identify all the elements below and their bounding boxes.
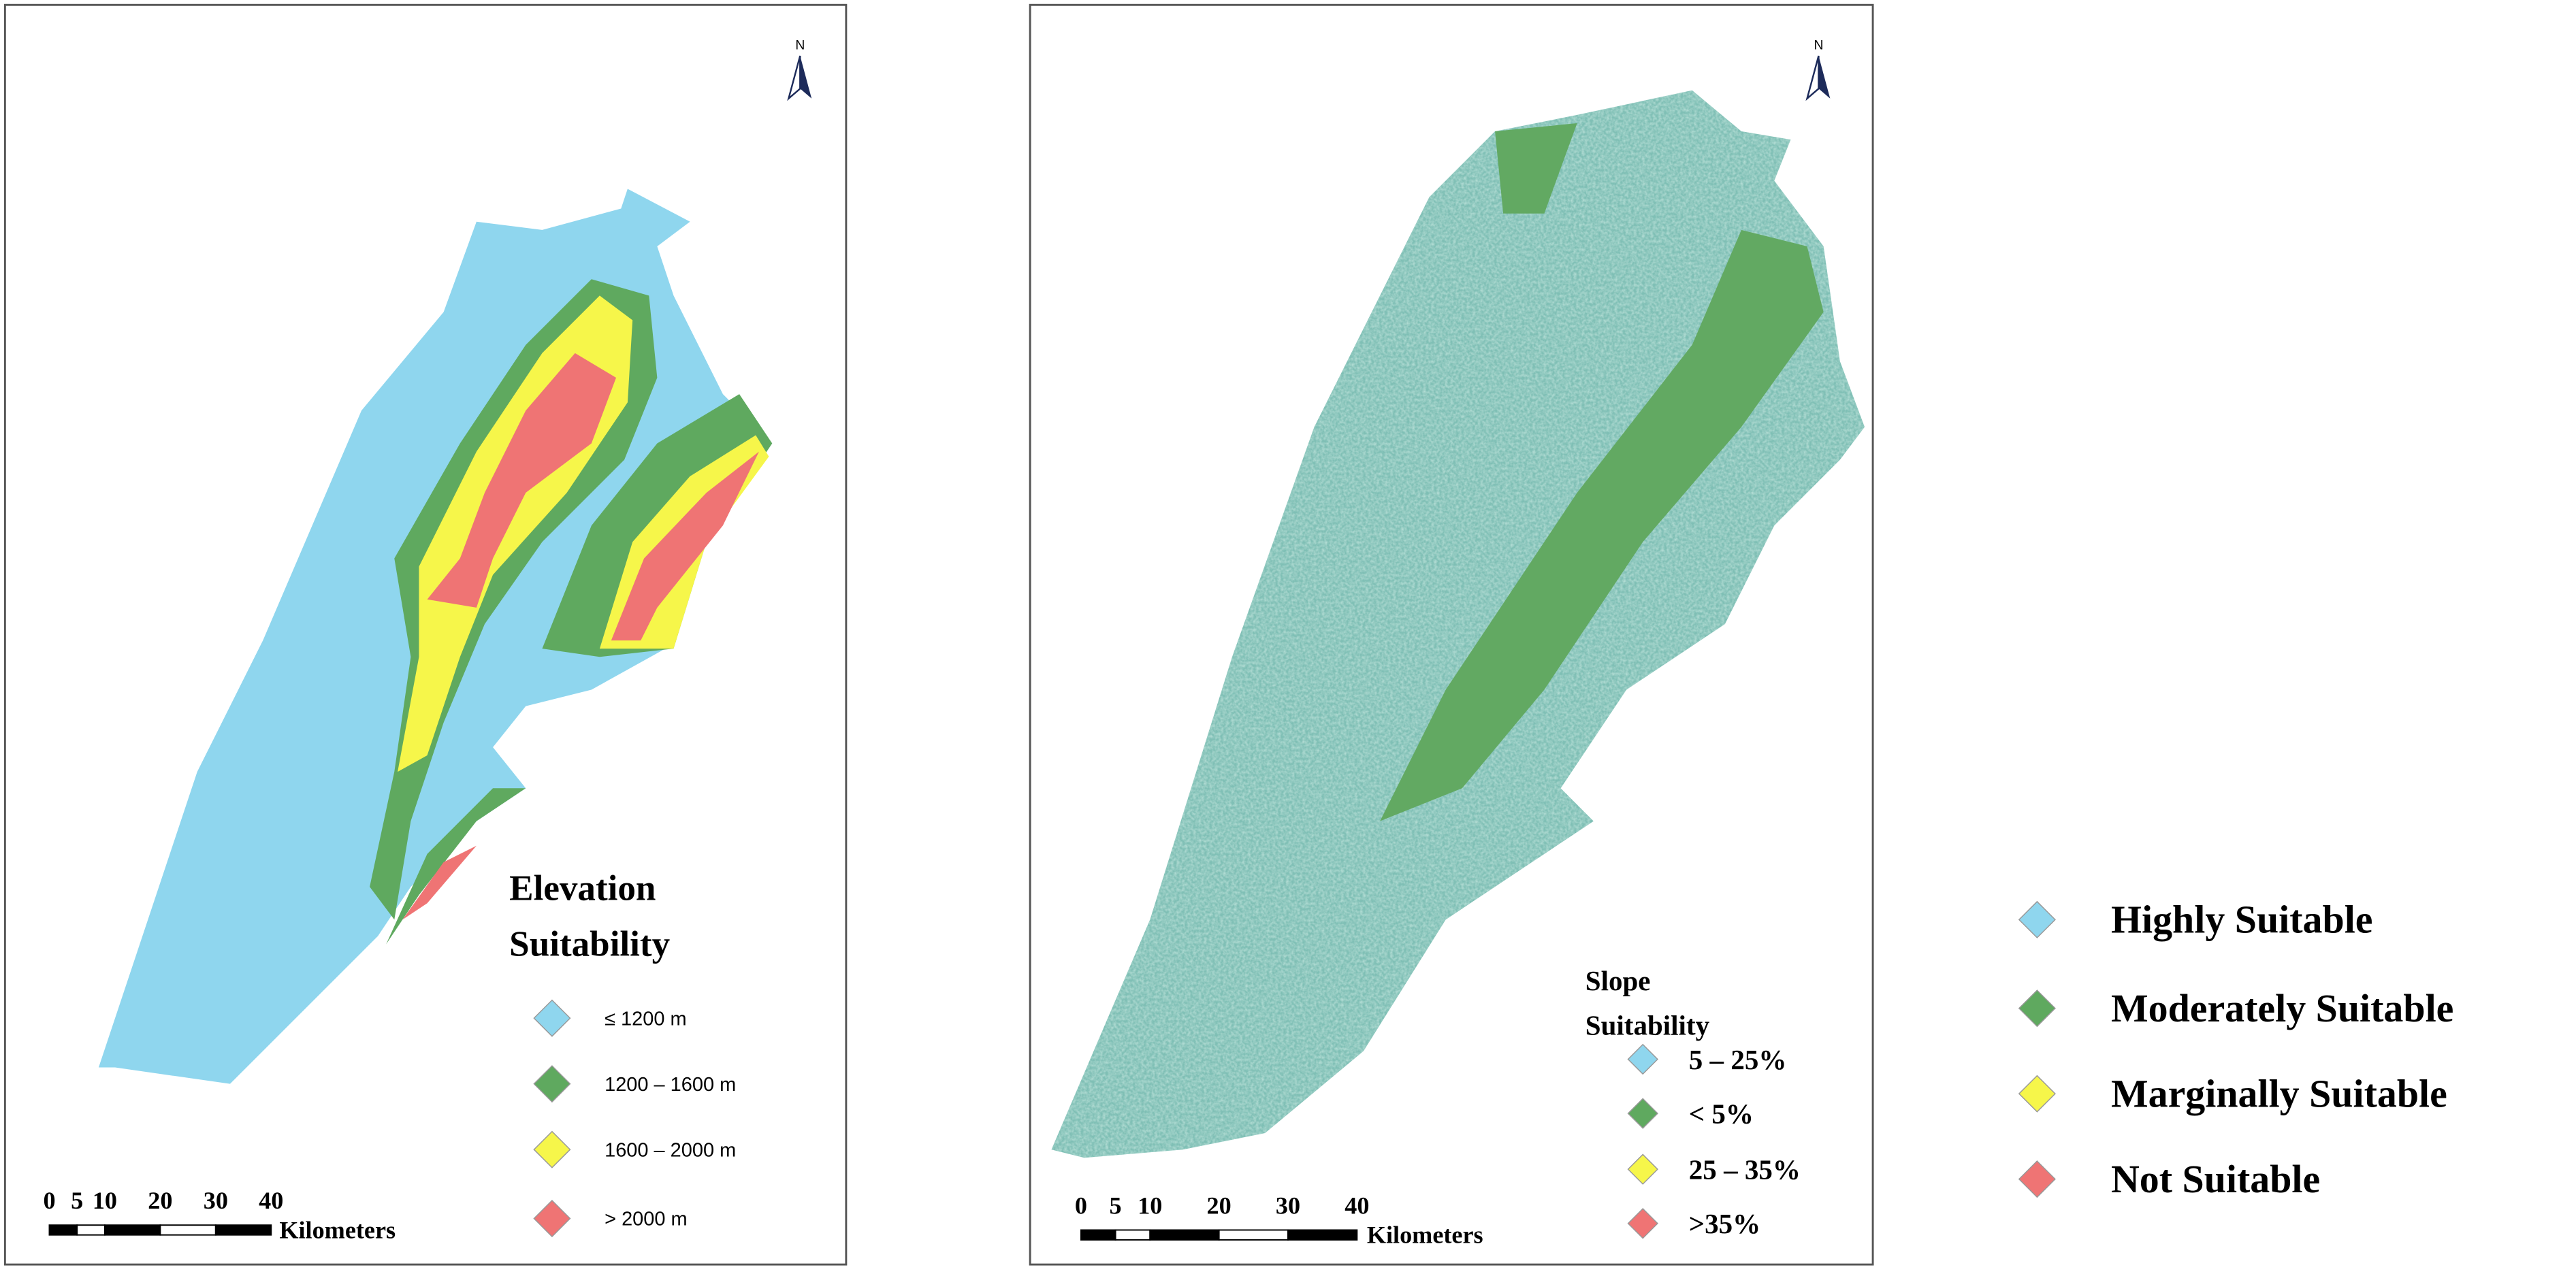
- scale-segment: [103, 1224, 161, 1236]
- north-arrow: [1805, 55, 1820, 101]
- scale-segment: [1149, 1229, 1220, 1241]
- legend-label: > 2000 m: [605, 1209, 687, 1230]
- scale-label: 10: [1138, 1192, 1162, 1219]
- scale-unit: Kilometers: [1367, 1222, 1483, 1249]
- panel-overlays: Elevation Suitability ≤ 1200 m 1200 – 1600 …: [43, 38, 1831, 1249]
- scale-segment: [1287, 1229, 1358, 1241]
- slope-map: [1051, 90, 1865, 1158]
- legend-label: >35%: [1689, 1208, 1760, 1239]
- legend-label: < 5%: [1689, 1098, 1754, 1129]
- scale-label: 20: [148, 1187, 172, 1214]
- legend-label: 25 – 35%: [1689, 1154, 1801, 1185]
- legend-swatch: [533, 1065, 571, 1103]
- legend-label: Not Suitable: [2111, 1157, 2320, 1201]
- scale-segment: [1080, 1229, 1116, 1241]
- legend-title: Suitability: [1585, 1009, 1710, 1041]
- scale-label: 40: [259, 1187, 283, 1214]
- legend: Highly Suitable Moderately Suitable Margin…: [2018, 898, 2453, 1201]
- legend-swatch: [1627, 1043, 1658, 1075]
- legend-swatch: [2018, 989, 2056, 1028]
- north-label: N: [1814, 38, 1823, 52]
- legend-label: ≤ 1200 m: [605, 1008, 686, 1030]
- scale-segment: [1114, 1229, 1151, 1241]
- scale-segment: [159, 1224, 216, 1236]
- legend-swatch: [1627, 1154, 1658, 1185]
- scale-label: 30: [204, 1187, 228, 1214]
- legend-swatch: [533, 1199, 571, 1238]
- scale-segment: [214, 1224, 272, 1236]
- legend-label: Highly Suitable: [2111, 898, 2373, 942]
- scale-label: 30: [1276, 1192, 1300, 1219]
- north-label: N: [795, 38, 805, 52]
- scale-label: 40: [1345, 1192, 1369, 1219]
- elevation-map: [98, 189, 773, 1084]
- legend-swatch: [1627, 1098, 1658, 1129]
- scale-label: 10: [93, 1187, 117, 1214]
- legend-label: Moderately Suitable: [2111, 986, 2453, 1030]
- legend-title: Slope: [1585, 965, 1651, 996]
- legend-swatch: [2018, 1075, 2056, 1113]
- scale-unit: Kilometers: [279, 1216, 396, 1243]
- scale-label: 0: [43, 1187, 55, 1214]
- scale-segment: [76, 1224, 106, 1236]
- legend-label: 5 – 25%: [1689, 1044, 1787, 1075]
- legend-swatch: [2018, 1160, 2056, 1198]
- legend-swatch: [533, 1130, 571, 1168]
- legend-label: Marginally Suitable: [2111, 1071, 2447, 1115]
- legend-label: 1200 – 1600 m: [605, 1074, 736, 1096]
- scale-segment: [1218, 1229, 1289, 1241]
- scale-label: 20: [1207, 1192, 1231, 1219]
- legend-swatch: [2018, 900, 2056, 938]
- legend-swatch: [1627, 1208, 1658, 1239]
- north-arrow: [787, 55, 801, 101]
- scale-label: 5: [1110, 1192, 1122, 1219]
- scale-segment: [48, 1224, 78, 1236]
- scale-label: 0: [1075, 1192, 1087, 1219]
- legend-label: 1600 – 2000 m: [605, 1139, 736, 1161]
- legend-title: Suitability: [509, 924, 670, 964]
- scale-label: 5: [71, 1187, 83, 1214]
- legend-swatch: [533, 999, 571, 1037]
- legend-title: Elevation: [509, 868, 656, 908]
